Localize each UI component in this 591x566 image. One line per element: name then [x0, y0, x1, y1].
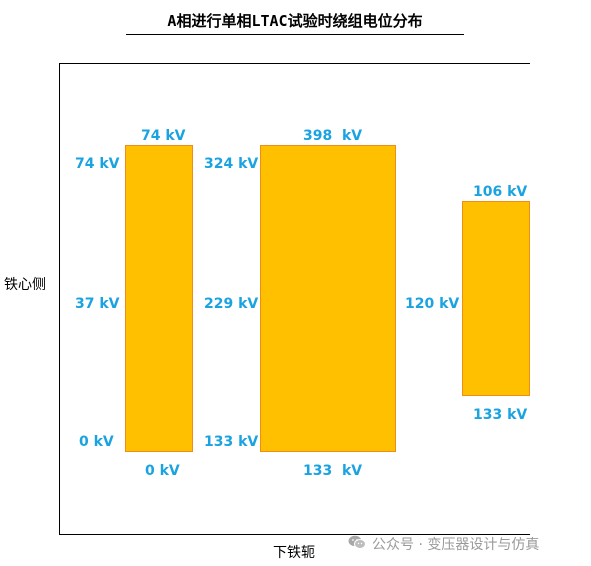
- winding-1-side-label-top: 74 kV: [75, 156, 120, 172]
- diagram-title: A相进行单相LTAC试验时绕组电位分布: [167, 12, 423, 30]
- wechat-icon: [348, 535, 366, 555]
- watermark: 公众号 · 变压器设计与仿真: [348, 535, 539, 553]
- winding-1-bar: [125, 145, 193, 452]
- winding-2-top-label: 398 kV: [303, 128, 363, 144]
- winding-2-side-label-bottom: 133 kV: [204, 434, 259, 450]
- core-side-line: [59, 63, 60, 534]
- title-underline: [126, 34, 464, 35]
- watermark-text: 公众号 · 变压器设计与仿真: [372, 537, 540, 553]
- winding-3-top-label: 106 kV: [473, 184, 528, 200]
- top-yoke-line: [59, 63, 530, 64]
- bottom-yoke-line: [59, 534, 530, 535]
- bottom-yoke-label: 下铁轭: [273, 545, 315, 561]
- winding-3-side-label-middle: 120 kV: [405, 296, 460, 312]
- winding-2-side-label-middle: 229 kV: [204, 296, 259, 312]
- winding-2-side-label-top: 324 kV: [204, 156, 259, 172]
- winding-3-bottom-label: 133 kV: [473, 407, 528, 423]
- winding-1-side-label-bottom: 0 kV: [79, 434, 114, 450]
- winding-2-bar: [260, 145, 396, 452]
- winding-1-side-label-middle: 37 kV: [75, 296, 120, 312]
- winding-1-bottom-label: 0 kV: [145, 463, 180, 479]
- core-side-label: 铁心侧: [4, 277, 46, 293]
- winding-3-bar: [462, 201, 530, 396]
- winding-2-bottom-label: 133 kV: [303, 463, 363, 479]
- winding-1-top-label: 74 kV: [141, 128, 186, 144]
